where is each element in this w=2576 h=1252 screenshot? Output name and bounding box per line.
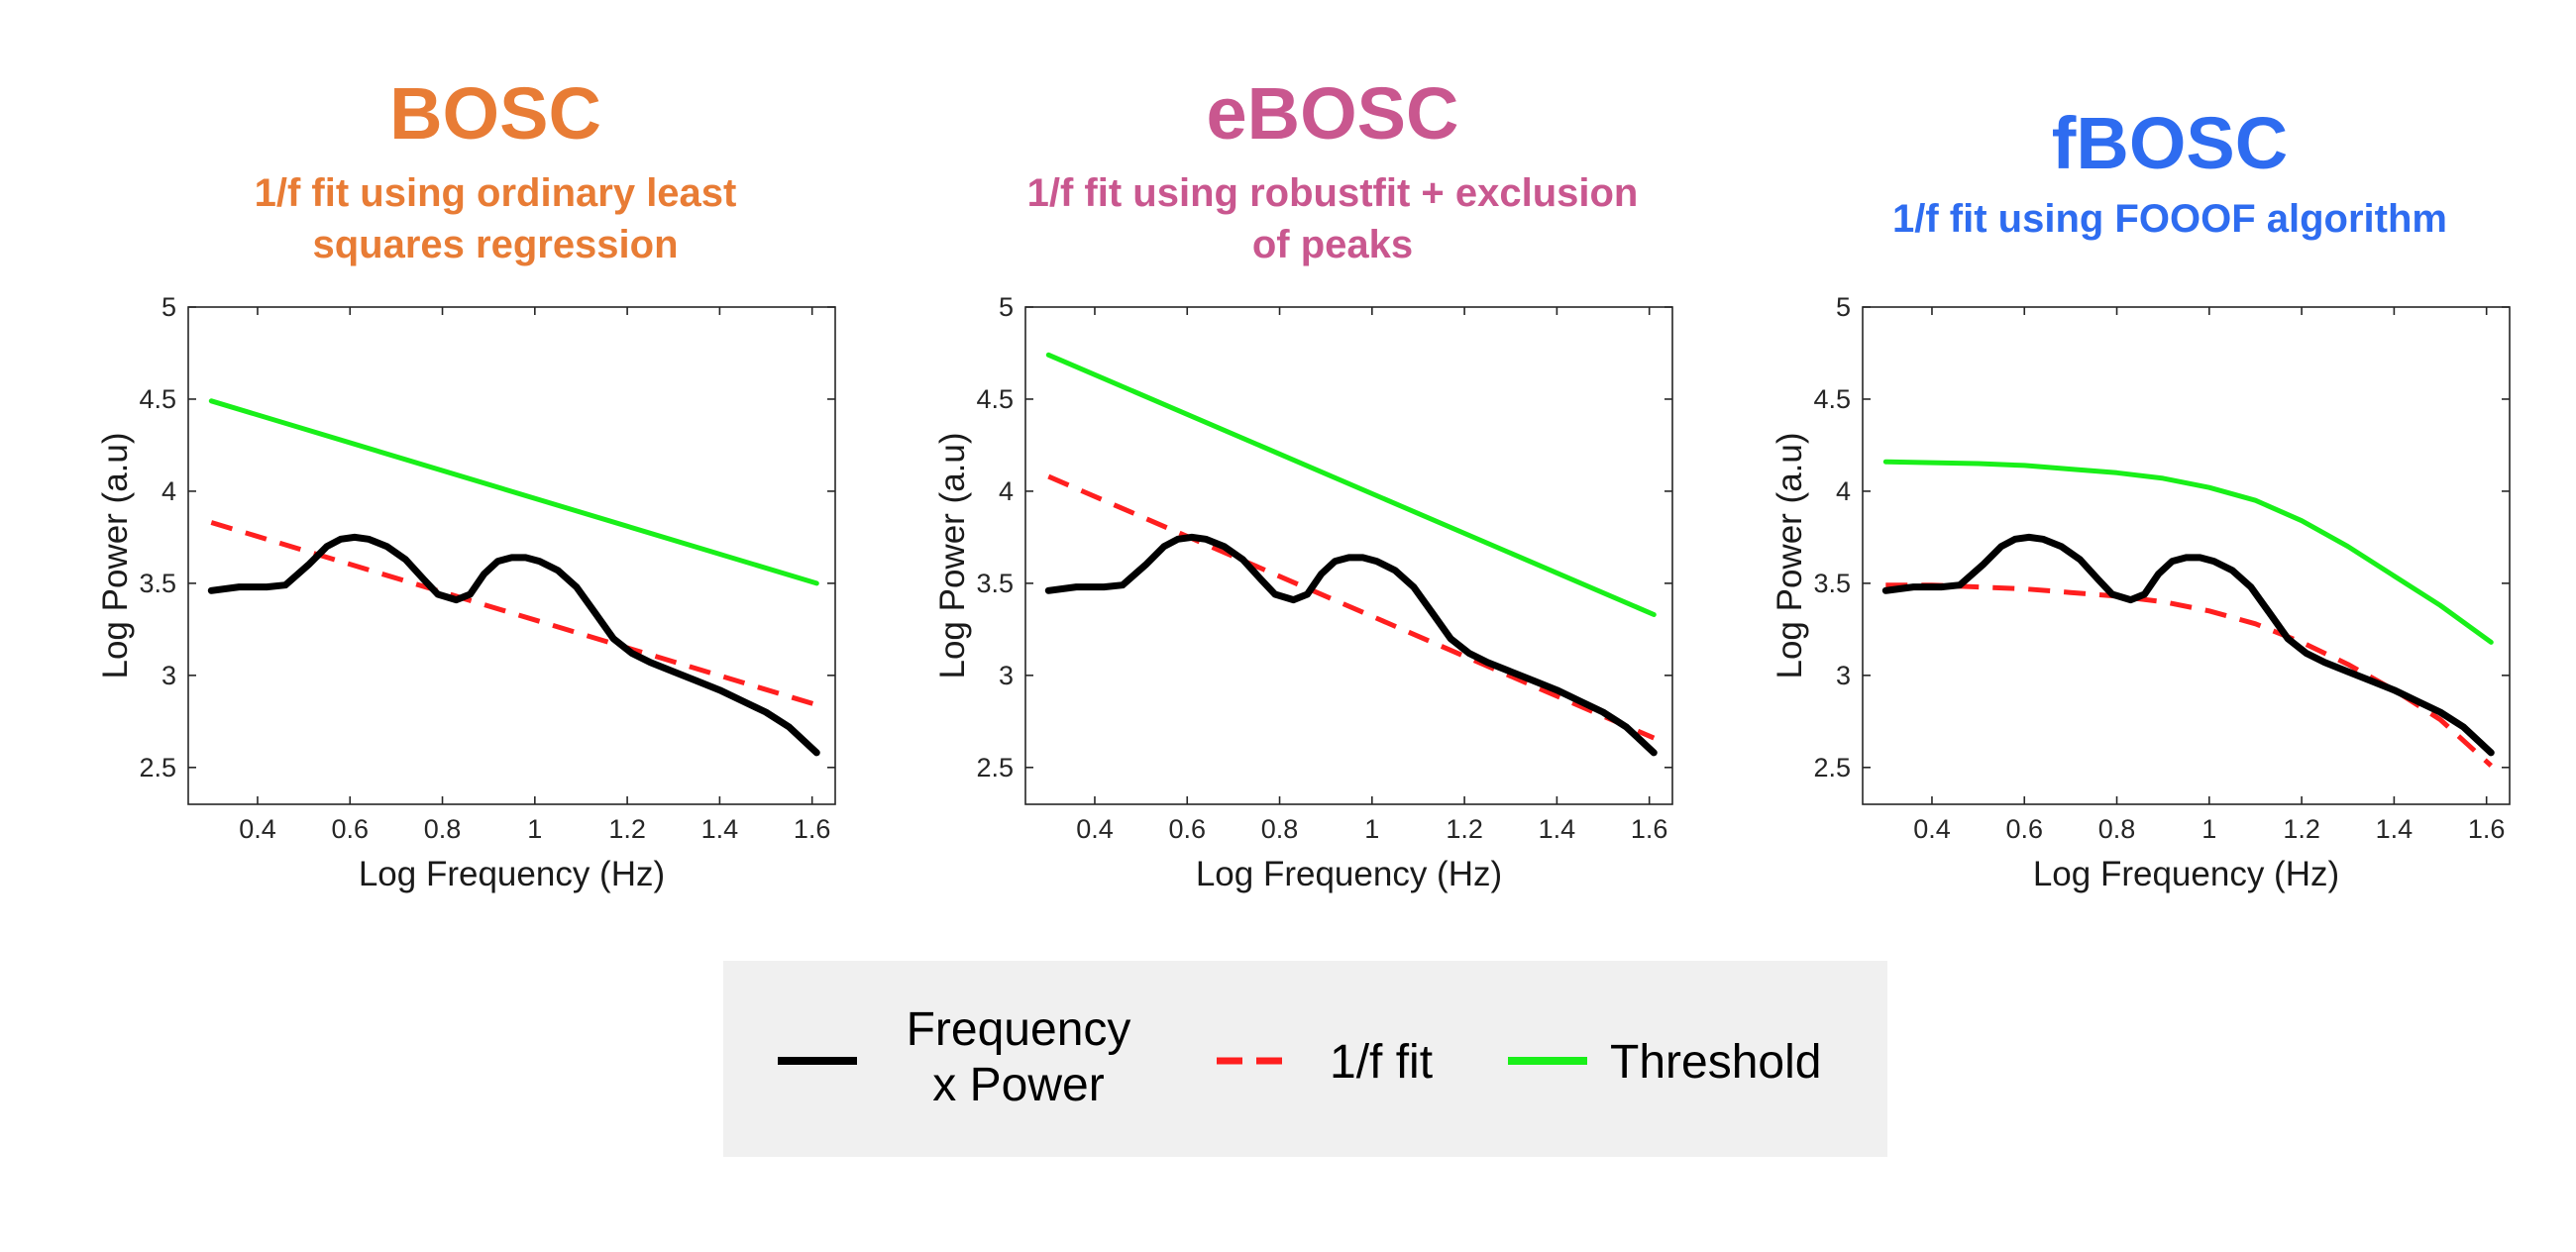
x-tick-label: 1 [1364,814,1379,844]
x-tick-label: 1.2 [1446,814,1483,844]
x-tick-label: 1.6 [1631,814,1668,844]
x-tick-label: 1.2 [2283,814,2320,844]
x-tick-label: 1.2 [608,814,646,844]
series-line-threshold [1045,352,1657,617]
x-tick-label: 0.8 [1261,814,1299,844]
plot-area-box [187,306,836,805]
x-axis-label: Log Frequency (Hz) [1196,855,1502,893]
y-tick-label: 2.5 [139,753,176,782]
x-axis-label: Log Frequency (Hz) [2033,855,2339,893]
series-line-fit [210,520,818,707]
x-tick-label: 1.4 [2376,814,2414,844]
series-line-spectrum [1881,533,2495,757]
chart-panel-1: BOSC 1/f fit using ordinary least squares … [96,72,836,893]
y-axis-label: Log Power (a.u) [1771,432,1809,678]
legend-label: 1/f fit [1330,1036,1433,1089]
chart-title: fBOSC [2052,102,2288,184]
legend-box [723,961,1887,1157]
y-tick-label: 2.5 [1813,753,1851,782]
chart-subtitle-line: squares regression [312,223,678,266]
chart-panel-2: eBOSC 1/f fit using robustfit + exclusion… [933,72,1673,893]
y-tick-label: 4 [161,476,176,506]
series-line-spectrum [1044,533,1658,757]
y-tick-label: 4.5 [976,384,1014,414]
x-tick-label: 0.6 [2005,814,2043,844]
y-tick-label: 4 [999,476,1014,506]
y-axis-label: Log Power (a.u) [96,432,135,678]
plot-area-box [1024,306,1673,805]
x-tick-label: 0.6 [331,814,369,844]
series-line-spectrum [207,533,820,757]
series-line-threshold [208,398,819,586]
series-line-fit [1885,582,2493,768]
legend-label-line: Frequency [907,1003,1131,1056]
chart-subtitle-line: 1/f fit using robustfit + exclusion [1027,171,1639,215]
legend-label-line: x Power [932,1059,1104,1111]
x-tick-label: 0.8 [424,814,462,844]
x-tick-label: 1.4 [1539,814,1576,844]
x-tick-label: 0.4 [1076,814,1114,844]
y-tick-label: 2.5 [976,753,1014,782]
plot-area-box [1862,306,2511,805]
x-tick-label: 1.4 [701,814,739,844]
x-tick-label: 0.6 [1168,814,1206,844]
series-line-threshold [1882,459,2494,645]
x-tick-label: 0.4 [1913,814,1951,844]
y-tick-label: 4 [1836,476,1851,506]
chart-title: BOSC [389,72,601,155]
chart-subtitle-line: 1/f fit using FOOOF algorithm [1892,197,2447,241]
x-tick-label: 0.4 [239,814,276,844]
x-tick-label: 1 [2201,814,2216,844]
y-tick-label: 4.5 [1813,384,1851,414]
y-tick-label: 3.5 [1813,569,1851,598]
x-tick-label: 0.8 [2098,814,2136,844]
chart-title: eBOSC [1207,72,1459,155]
x-tick-label: 1.6 [794,814,831,844]
y-tick-label: 5 [999,292,1014,322]
series-line-fit [1047,473,1656,741]
y-axis-label: Log Power (a.u) [933,432,972,678]
y-tick-label: 4.5 [139,384,176,414]
y-tick-label: 3.5 [976,569,1014,598]
x-axis-label: Log Frequency (Hz) [359,855,665,893]
y-tick-label: 3.5 [139,569,176,598]
y-tick-label: 3 [999,661,1014,690]
x-tick-label: 1.6 [2468,814,2506,844]
chart-panel-3: fBOSC 1/f fit using FOOOF algorithm 0.4 0.6… [1771,102,2511,893]
chart-subtitle-line: of peaks [1252,223,1413,266]
y-tick-label: 5 [1836,292,1851,322]
y-tick-label: 5 [161,292,176,322]
y-tick-label: 3 [161,661,176,690]
chart-subtitle-line: 1/f fit using ordinary least [255,171,737,215]
x-tick-label: 1 [527,814,542,844]
legend-label: Threshold [1610,1036,1821,1089]
y-tick-label: 3 [1836,661,1851,690]
